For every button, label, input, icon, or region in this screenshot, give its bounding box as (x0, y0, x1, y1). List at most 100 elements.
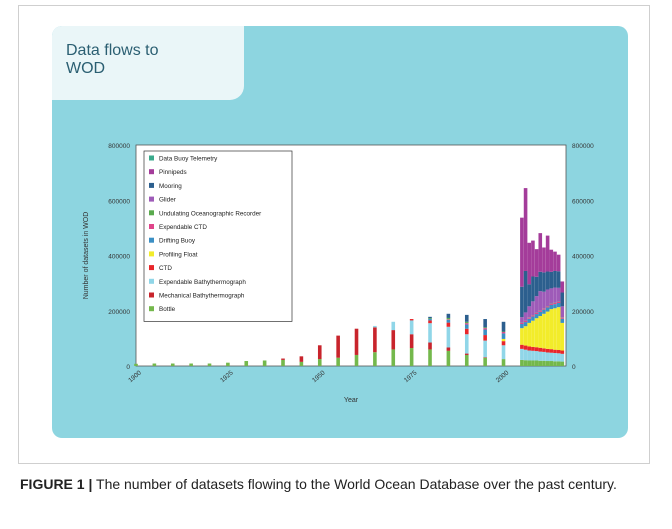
bar-segment (134, 363, 138, 366)
bar-segment (428, 349, 432, 366)
bar-segment (501, 341, 506, 346)
x-axis-label: Year (344, 397, 359, 404)
bar-segment (560, 353, 565, 362)
bar-segment (373, 352, 377, 366)
title-box: Data flows to WOD (52, 26, 244, 100)
bar-segment (483, 319, 487, 328)
bar-segment (428, 316, 432, 319)
bar-segment (170, 363, 175, 366)
bar-segment (542, 272, 546, 292)
bar-segment (534, 314, 539, 319)
bar-segment (523, 322, 528, 327)
bar-segment (501, 333, 506, 339)
bar-segment (553, 303, 557, 305)
bar-segment (542, 309, 546, 314)
bar-segment (281, 358, 285, 360)
bar-segment (538, 351, 543, 361)
bar-segment (523, 188, 528, 271)
bar-segment (556, 307, 561, 350)
legend-label: Expendable Bathythermograph (159, 279, 246, 286)
y-tick-label-right: 0 (572, 364, 576, 371)
bar-segment (373, 325, 377, 328)
bar-segment (531, 350, 535, 361)
bar-segment (244, 361, 249, 366)
bar-segment (538, 271, 543, 292)
bar-segment (556, 361, 561, 366)
legend-label: Bottle (159, 306, 176, 313)
bar-segment (501, 359, 506, 366)
chart-title: Data flows to WOD (66, 42, 159, 77)
bar-segment (527, 317, 532, 319)
bar-segment (446, 319, 451, 320)
bar-segment (553, 270, 557, 288)
legend-swatch (149, 210, 154, 216)
bar-segment (523, 326, 528, 346)
bar-segment (538, 360, 543, 366)
bar-segment (545, 311, 550, 349)
bar-segment (464, 354, 469, 366)
bar-segment (446, 350, 451, 366)
y-tick-label-right: 600000 (572, 198, 594, 205)
legend-swatch (149, 237, 154, 243)
bar-segment (189, 363, 193, 366)
bar-segment (527, 284, 532, 307)
bar-segment (520, 328, 524, 345)
bar-segment (354, 354, 359, 366)
bar-segment (523, 312, 528, 321)
bar-segment (534, 276, 539, 297)
x-tick-label: 1925 (219, 369, 235, 384)
bar-segment (556, 271, 561, 288)
bar-segment (354, 328, 359, 355)
bar-segment (531, 301, 535, 316)
bar-segment (336, 357, 340, 366)
bar-segment (531, 315, 535, 317)
bar-segment (545, 307, 550, 312)
bar-segment (464, 328, 469, 335)
bar-segment (549, 288, 554, 304)
bar-segment (501, 332, 506, 334)
bar-segment (501, 321, 506, 332)
bar-segment (553, 308, 557, 350)
bar-segment (520, 317, 524, 323)
bar-segment (446, 347, 451, 351)
bar-segment (520, 344, 524, 349)
bar-segment (483, 357, 487, 358)
legend-label: Data Buoy Telemetry (159, 156, 218, 163)
bar-segment (428, 320, 432, 324)
bar-segment (553, 251, 557, 271)
bar-segment (226, 362, 230, 366)
bar-segment (531, 316, 535, 321)
bar-segment (527, 318, 532, 323)
legend-label: CTD (159, 265, 172, 272)
bar-segment (409, 348, 414, 366)
figure-caption: FIGURE 1 | The number of datasets flowin… (20, 474, 650, 495)
bar-segment (549, 361, 554, 366)
bar-segment (556, 301, 561, 304)
bar-segment (446, 319, 451, 323)
bar-segment (531, 276, 535, 302)
legend-swatch (149, 251, 154, 257)
bar-segment (549, 304, 554, 310)
bar-segment (409, 320, 414, 335)
bar-segment (553, 349, 557, 354)
bar-segment (520, 348, 524, 360)
bar-segment (542, 351, 546, 361)
stacked-bar-chart: 0 0 200000 200000 400000 400000 600000 600000 80… (83, 143, 594, 404)
bar-segment (542, 247, 546, 273)
bar-segment (428, 342, 432, 350)
bar-segment (299, 356, 304, 362)
bar-segment (317, 359, 322, 366)
bar-segment (553, 361, 557, 366)
bar-segment (542, 348, 546, 352)
bar-segment (373, 327, 377, 353)
bar-segment (527, 346, 532, 351)
bar-segment (428, 319, 432, 321)
bar-segment (523, 349, 528, 361)
bar-segment (538, 311, 543, 316)
bar-segment (538, 291, 543, 311)
bar-segment (549, 352, 554, 362)
bar-segment (556, 303, 561, 308)
bar-segment (534, 318, 539, 348)
bar-segment (556, 287, 561, 302)
bar-segment (538, 233, 543, 272)
